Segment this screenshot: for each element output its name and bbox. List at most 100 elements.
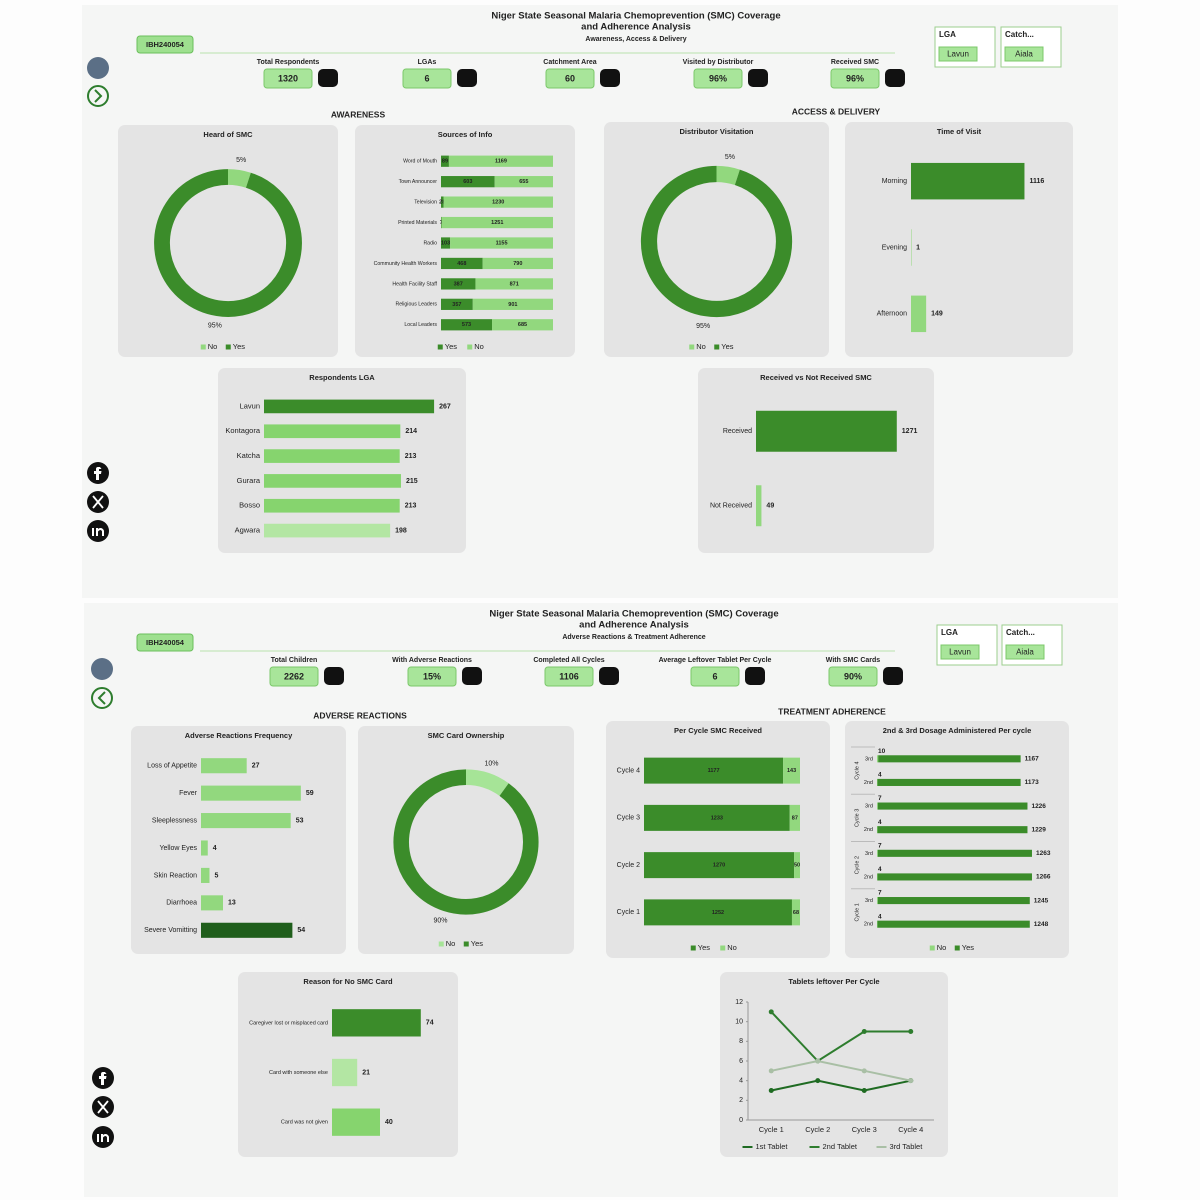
avatar[interactable] bbox=[87, 57, 109, 79]
chart-card bbox=[845, 122, 1073, 357]
data-label: 790 bbox=[513, 261, 522, 267]
slicer-item[interactable] bbox=[1005, 644, 1045, 660]
line-marker bbox=[768, 1068, 774, 1074]
facebook-glyph bbox=[99, 1072, 107, 1085]
bar-segment bbox=[877, 755, 879, 763]
bar-segment bbox=[441, 298, 473, 310]
data-label: 1226 bbox=[1031, 803, 1046, 810]
bar bbox=[756, 410, 897, 452]
id-badge-text: IBH240054 bbox=[146, 638, 185, 647]
category-label: Received bbox=[723, 428, 752, 435]
back-button[interactable] bbox=[91, 687, 113, 709]
data-label: 95% bbox=[696, 323, 710, 330]
data-label: 685 bbox=[518, 322, 527, 328]
legend-swatch bbox=[720, 945, 726, 951]
bar bbox=[264, 498, 400, 513]
data-label: 95% bbox=[208, 323, 222, 330]
data-label: 1169 bbox=[495, 159, 507, 165]
kpi-label: Completed All Cycles bbox=[533, 657, 604, 664]
data-label: 4 bbox=[878, 772, 882, 779]
slicer-item[interactable] bbox=[940, 644, 980, 660]
legend-label: No bbox=[727, 943, 737, 952]
data-label: 1266 bbox=[1036, 874, 1051, 881]
legend-label: Yes bbox=[721, 342, 733, 351]
category-label: Cycle 4 bbox=[617, 767, 640, 774]
data-label: 1271 bbox=[902, 428, 918, 435]
kpi-label: LGAs bbox=[418, 59, 437, 66]
data-label: 1270 bbox=[713, 863, 725, 869]
data-label: 655 bbox=[519, 179, 528, 185]
data-label: 387 bbox=[454, 281, 463, 287]
bar-segment bbox=[441, 216, 442, 229]
slicer-item[interactable] bbox=[938, 46, 978, 62]
id-badge-text: IBH240054 bbox=[146, 40, 185, 49]
bar bbox=[911, 162, 1025, 200]
bar-segment bbox=[441, 237, 451, 249]
category-label: 3rd bbox=[865, 898, 873, 904]
kpi-box bbox=[544, 666, 594, 687]
line-marker bbox=[861, 1068, 867, 1074]
kpi-label: With Adverse Reactions bbox=[392, 657, 472, 664]
data-label: 871 bbox=[510, 281, 519, 287]
data-label: 7 bbox=[878, 890, 882, 897]
data-label: 1233 bbox=[711, 815, 723, 821]
legend-label: Yes bbox=[698, 943, 710, 952]
category-label: Fever bbox=[179, 790, 198, 797]
bar-segment bbox=[877, 826, 1028, 834]
category-label: Cycle 3 bbox=[617, 815, 640, 822]
data-label: 68 bbox=[793, 910, 799, 916]
avatar[interactable] bbox=[91, 658, 113, 680]
category-label: Loss of Appetite bbox=[147, 763, 197, 770]
bar-segment bbox=[441, 257, 483, 270]
data-label: 21 bbox=[362, 1069, 370, 1076]
category-label: Lavun bbox=[240, 401, 260, 410]
next-button[interactable] bbox=[87, 85, 109, 107]
category-label: Severe Vomitting bbox=[144, 927, 197, 934]
legend-swatch bbox=[225, 344, 231, 350]
x-tick-label: Cycle 3 bbox=[852, 1125, 877, 1134]
legend-label: 2nd Tablet bbox=[823, 1142, 858, 1151]
bar-segment bbox=[441, 196, 444, 208]
kpi-icon bbox=[885, 69, 905, 87]
data-label: 267 bbox=[439, 403, 451, 410]
line-marker bbox=[908, 1078, 914, 1084]
data-label: 1230 bbox=[492, 200, 504, 206]
data-label: 74 bbox=[426, 1020, 434, 1027]
data-label: 1251 bbox=[491, 220, 503, 226]
slicer-item[interactable] bbox=[1004, 46, 1044, 62]
category-label: 2nd bbox=[864, 780, 873, 786]
data-label: 49 bbox=[766, 503, 774, 510]
category-label: Gurara bbox=[237, 476, 261, 485]
chart-card bbox=[131, 726, 346, 954]
kpi-box bbox=[407, 666, 457, 687]
category-label: Radio bbox=[423, 240, 437, 246]
category-label: 3rd bbox=[865, 851, 873, 857]
chart-title: Distributor Visitation bbox=[679, 127, 753, 136]
line-marker bbox=[815, 1078, 821, 1084]
bar-segment bbox=[441, 319, 493, 331]
chart-card bbox=[698, 368, 934, 553]
kpi-box bbox=[263, 68, 313, 89]
line-series bbox=[771, 1079, 911, 1092]
bar-segment bbox=[475, 278, 553, 290]
data-label: 215 bbox=[406, 478, 418, 485]
category-label: Skin Reaction bbox=[154, 872, 197, 879]
bar-segment bbox=[450, 237, 553, 249]
kpi-icon bbox=[457, 69, 477, 87]
category-label: Kontagora bbox=[225, 426, 260, 435]
kpi-icon bbox=[324, 667, 344, 685]
side-icons bbox=[87, 57, 114, 1148]
bar bbox=[201, 758, 247, 774]
category-label: Health Facility Staff bbox=[392, 281, 437, 287]
data-label: 198 bbox=[395, 527, 407, 534]
legend-label: Yes bbox=[962, 943, 974, 952]
bar-segment bbox=[877, 897, 878, 905]
legend-label: No bbox=[696, 342, 706, 351]
category-label: Town Announcer bbox=[399, 179, 438, 185]
kpi-value: 6 bbox=[712, 671, 717, 681]
kpi-icon bbox=[600, 69, 620, 87]
bar-segment bbox=[644, 852, 795, 879]
legend-label: 3rd Tablet bbox=[890, 1142, 924, 1151]
donut-segment bbox=[465, 769, 509, 797]
data-label: 1 bbox=[916, 244, 920, 251]
